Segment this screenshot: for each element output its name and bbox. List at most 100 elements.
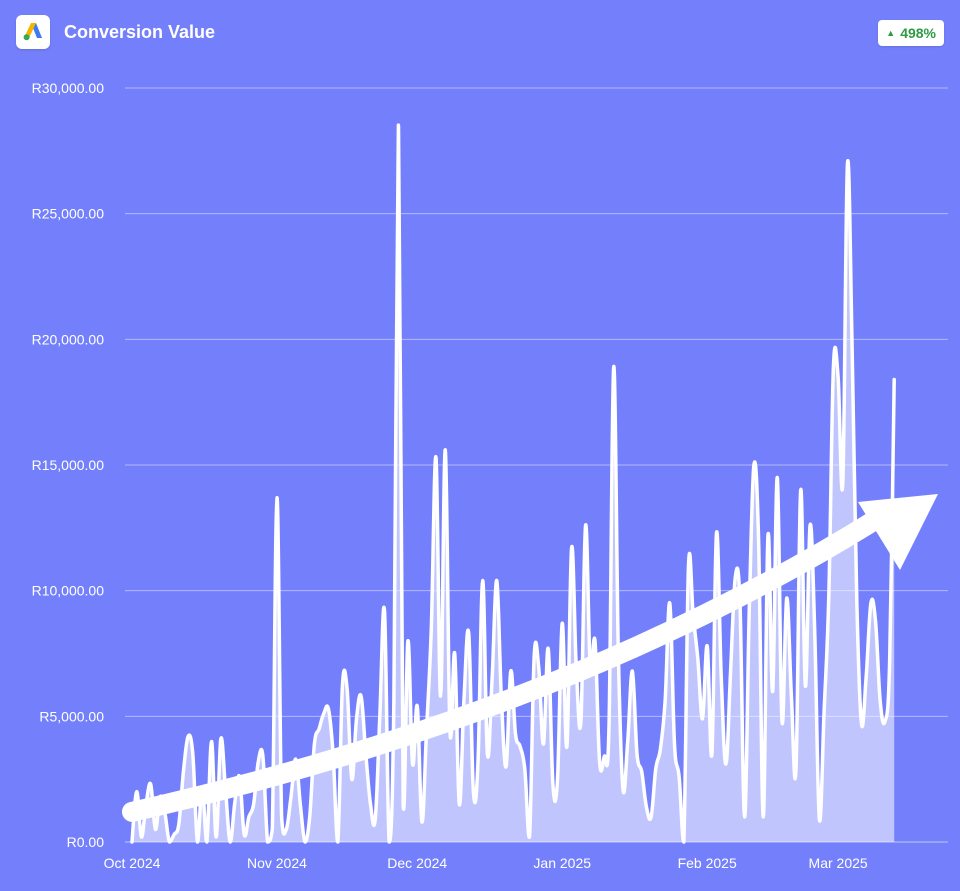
data-point	[701, 717, 704, 720]
data-point	[860, 722, 863, 725]
data-point	[491, 677, 494, 680]
data-point	[439, 695, 442, 698]
x-tick-label: Dec 2024	[387, 855, 447, 871]
data-point	[336, 841, 339, 844]
data-point	[472, 790, 475, 793]
data-point	[392, 697, 395, 700]
data-point	[149, 783, 152, 786]
data-point	[219, 738, 222, 741]
data-point	[416, 705, 419, 708]
data-point	[823, 710, 826, 713]
data-point	[767, 534, 770, 537]
data-point	[603, 755, 606, 758]
data-point	[135, 790, 138, 793]
data-point	[322, 712, 325, 715]
series-line	[130, 123, 896, 844]
data-point	[383, 609, 386, 612]
data-point	[280, 815, 283, 818]
data-point	[673, 743, 676, 746]
data-point	[486, 753, 489, 756]
data-point	[622, 788, 625, 791]
y-tick-label: R10,000.00	[32, 583, 105, 599]
data-point	[781, 720, 784, 723]
data-point	[453, 652, 456, 655]
data-point	[682, 841, 685, 844]
data-point	[285, 828, 288, 831]
data-point	[411, 763, 414, 766]
data-point	[771, 690, 774, 693]
data-point	[318, 727, 321, 730]
data-point	[846, 162, 849, 165]
data-point	[187, 735, 190, 738]
data-point	[893, 378, 896, 381]
data-point	[360, 695, 363, 698]
data-point	[458, 803, 461, 806]
data-point	[757, 539, 760, 542]
data-point	[547, 647, 550, 650]
data-point	[420, 820, 423, 823]
data-point	[855, 599, 858, 602]
x-tick-label: Feb 2025	[678, 855, 737, 871]
data-point	[799, 489, 802, 492]
data-point	[140, 836, 143, 839]
y-tick-label: R30,000.00	[32, 80, 105, 96]
data-point	[804, 685, 807, 688]
data-point	[261, 755, 264, 758]
data-point	[276, 496, 279, 499]
data-point	[247, 815, 250, 818]
data-point	[762, 815, 765, 818]
data-point	[551, 783, 554, 786]
data-point	[795, 768, 798, 771]
growth-badge-value: 498%	[900, 25, 936, 41]
data-point	[397, 124, 400, 127]
data-point	[210, 740, 213, 743]
data-point	[874, 619, 877, 622]
data-point	[514, 732, 517, 735]
data-point	[271, 828, 274, 831]
data-point	[851, 350, 854, 353]
growth-badge: ▲ 498%	[878, 20, 944, 46]
data-point	[748, 607, 751, 610]
data-point	[612, 366, 615, 369]
data-point	[406, 639, 409, 642]
data-point	[327, 707, 330, 710]
y-tick-label: R0.00	[67, 834, 105, 850]
data-point	[650, 815, 653, 818]
data-point	[869, 602, 872, 605]
data-point	[313, 743, 316, 746]
data-point	[154, 828, 157, 831]
series-area	[132, 125, 895, 842]
x-tick-label: Mar 2025	[809, 855, 868, 871]
data-point	[790, 695, 793, 698]
data-point	[299, 803, 302, 806]
data-point	[584, 524, 587, 527]
chart-title: Conversion Value	[64, 21, 216, 42]
data-point	[519, 745, 522, 748]
google-ads-logo-icon	[16, 15, 50, 49]
data-point	[729, 670, 732, 673]
data-point	[481, 579, 484, 582]
data-point	[378, 715, 381, 718]
data-point	[837, 376, 840, 379]
data-point	[542, 743, 545, 746]
data-point	[608, 725, 611, 728]
data-point	[346, 687, 349, 690]
data-point	[369, 803, 372, 806]
data-point	[252, 803, 255, 806]
data-point	[636, 753, 639, 756]
data-point	[883, 720, 886, 723]
data-point	[533, 655, 536, 658]
data-point	[196, 841, 199, 844]
data-point	[626, 740, 629, 743]
data-point	[565, 745, 568, 748]
data-point	[734, 577, 737, 580]
x-tick-label: Jan 2025	[533, 855, 591, 871]
y-tick-label: R25,000.00	[32, 206, 105, 222]
data-point	[879, 700, 882, 703]
data-point	[233, 800, 236, 803]
data-point	[818, 818, 821, 821]
data-point	[715, 531, 718, 534]
data-point	[832, 366, 835, 369]
data-point	[266, 841, 269, 844]
